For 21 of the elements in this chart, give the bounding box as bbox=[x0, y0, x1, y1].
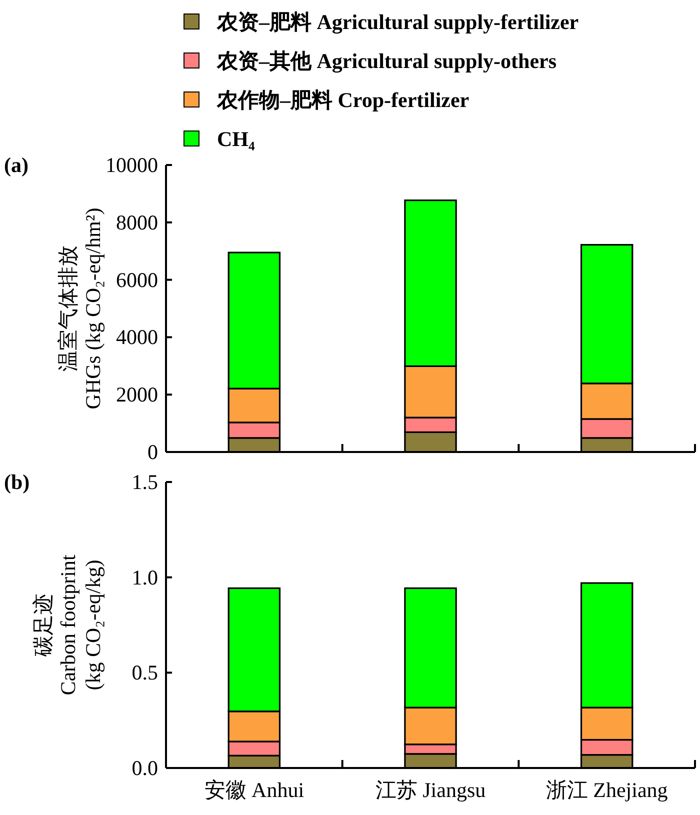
legend-label: 农资–肥料 Agricultural supply-fertilizer bbox=[216, 10, 579, 34]
y-axis-title: 碳足迹 Carbon footprint (kg CO₂-eq/kg) bbox=[31, 554, 105, 696]
y-tick-label: 1.0 bbox=[132, 565, 158, 590]
x-tick-label: 安徽 Anhui bbox=[204, 778, 304, 802]
legend-label: 农作物–肥料 Crop-fertilizer bbox=[216, 88, 470, 112]
y-axis-title: 温室气体排放 GHGs (kg CO₂-eq/hm²) bbox=[56, 208, 105, 410]
y-tick-label: 1.5 bbox=[132, 470, 158, 494]
y-tick-label: 10000 bbox=[106, 153, 158, 177]
legend-label: 农资–其他 Agricultural supply-others bbox=[216, 49, 557, 73]
legend-label: CH₄ bbox=[217, 127, 256, 151]
y-tick-label: 4000 bbox=[116, 325, 158, 350]
x-tick-label: 江苏 Jiangsu bbox=[375, 778, 486, 802]
y-tick-label: 0.5 bbox=[132, 660, 158, 685]
y-tick-label: 0.0 bbox=[132, 756, 158, 780]
x-tick-label: 浙江 Zhejiang bbox=[546, 778, 668, 802]
y-tick-label: 2000 bbox=[116, 382, 158, 407]
chart-title: (a) bbox=[4, 153, 28, 177]
chart-title: (b) bbox=[4, 470, 30, 494]
y-tick-label: 6000 bbox=[116, 268, 158, 292]
y-tick-label: 8000 bbox=[116, 210, 158, 234]
y-tick-label: 0 bbox=[148, 440, 158, 464]
